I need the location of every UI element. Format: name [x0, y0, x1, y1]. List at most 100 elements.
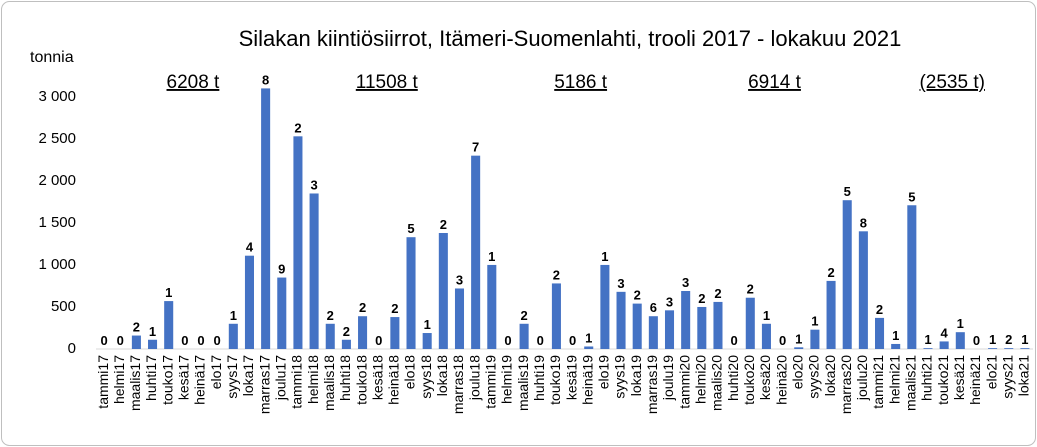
- bar: [826, 280, 836, 349]
- x-tick-label: marras19: [644, 355, 660, 414]
- bar-label: 2: [294, 120, 301, 135]
- bar-label: 2: [327, 308, 334, 323]
- bar-label: 1: [763, 308, 770, 323]
- x-tick-label: maalis17: [127, 355, 143, 411]
- bar-label: 1: [1021, 332, 1028, 347]
- bar-label: 2: [359, 300, 366, 315]
- bar-label: 2: [634, 288, 641, 303]
- bar-label: 4: [246, 240, 254, 255]
- bar-label: 2: [827, 265, 834, 280]
- bar: [277, 277, 287, 349]
- bar: [761, 323, 771, 349]
- year-total: (2535 t): [919, 72, 984, 93]
- bar-label: 5: [908, 189, 915, 204]
- x-tick-label: elo19: [596, 355, 612, 389]
- x-tick-label: huhti20: [725, 355, 741, 401]
- bar: [1004, 348, 1014, 349]
- x-tick-label: syys20: [806, 355, 822, 399]
- bar: [907, 205, 917, 349]
- x-tick-label: kesä19: [563, 355, 579, 400]
- year-total: 6914 t: [748, 72, 802, 93]
- bar-label: 0: [504, 333, 511, 348]
- bar-label: 2: [876, 302, 883, 317]
- x-tick-label: helmi21: [886, 355, 902, 404]
- bar: [858, 231, 868, 349]
- x-tick-label: elo20: [789, 355, 805, 389]
- bar: [632, 303, 642, 349]
- x-tick-label: loka18: [434, 355, 450, 396]
- bar-label: 5: [844, 184, 851, 199]
- bar: [891, 343, 901, 349]
- x-tick-label: touko19: [547, 355, 563, 405]
- bar-label: 0: [100, 333, 107, 348]
- year-total: 6208 t: [167, 72, 221, 93]
- bar-label: 2: [698, 291, 705, 306]
- x-tick-label: huhti17: [143, 355, 159, 401]
- bar: [261, 88, 271, 349]
- bar-label: 0: [731, 333, 738, 348]
- y-tick-label: 3 000: [38, 88, 76, 105]
- bar-label: 1: [811, 314, 818, 329]
- bar-label: 2: [714, 286, 721, 301]
- bar-label: 2: [747, 282, 754, 297]
- x-tick-label: touko17: [159, 355, 175, 405]
- x-tick-label: kesä17: [176, 355, 192, 400]
- bar-label: 2: [553, 267, 560, 282]
- bar-label: 1: [924, 332, 931, 347]
- x-tick-label: joulu19: [660, 355, 676, 401]
- bar: [487, 264, 497, 349]
- bar-label: 3: [682, 275, 689, 290]
- x-tick-label: helmi20: [693, 355, 709, 404]
- bar-label: 6: [650, 300, 657, 315]
- bar-label: 1: [601, 249, 608, 264]
- x-tick-label: loka17: [240, 355, 256, 396]
- x-tick-label: touko20: [741, 355, 757, 405]
- bar-label: 3: [666, 294, 673, 309]
- bar-label: 1: [957, 316, 964, 331]
- x-tick-label: helmi18: [305, 355, 321, 404]
- bar-label: 4: [941, 325, 949, 340]
- x-tick-label: huhti18: [337, 355, 353, 401]
- x-tick-label: helmi17: [111, 355, 127, 404]
- bar-label: 2: [391, 301, 398, 316]
- bar: [842, 200, 852, 349]
- bar-label: 1: [585, 330, 592, 345]
- x-tick-label: maalis21: [903, 355, 919, 411]
- bar-label: 0: [375, 333, 382, 348]
- x-tick-label: maalis20: [709, 355, 725, 411]
- bar-label: 2: [440, 217, 447, 232]
- bar: [422, 333, 432, 349]
- bar: [697, 306, 707, 349]
- bar: [648, 316, 658, 349]
- bar-label: 0: [214, 333, 221, 348]
- bar: [664, 310, 675, 349]
- bar: [519, 323, 529, 349]
- x-tick-label: maalis19: [515, 355, 531, 411]
- year-total: 5186 t: [554, 72, 608, 93]
- x-tick-label: tammi21: [870, 355, 886, 409]
- bar-label: 1: [795, 331, 802, 346]
- x-tick-label: tammi20: [676, 355, 692, 409]
- x-tick-label: heinä20: [773, 355, 789, 405]
- bar-label: 7: [472, 140, 479, 155]
- bar: [293, 136, 303, 349]
- bar-label: 1: [488, 249, 495, 264]
- bar: [875, 317, 885, 349]
- bar: [131, 335, 141, 349]
- bar: [454, 288, 465, 349]
- x-tick-label: loka19: [628, 355, 644, 396]
- bar: [955, 332, 965, 349]
- bar: [713, 301, 723, 349]
- bar: [471, 155, 481, 349]
- bar-label: 0: [197, 333, 204, 348]
- x-tick-label: joulu17: [272, 355, 288, 401]
- x-tick-label: loka21: [1016, 355, 1032, 396]
- bar-label: 2: [1005, 332, 1012, 347]
- bar-label: 3: [617, 276, 624, 291]
- x-tick-label: kesä20: [757, 355, 773, 400]
- bar-label: 0: [569, 333, 576, 348]
- bar-label: 3: [310, 177, 317, 192]
- bar-label: 2: [520, 308, 527, 323]
- bar: [406, 237, 416, 349]
